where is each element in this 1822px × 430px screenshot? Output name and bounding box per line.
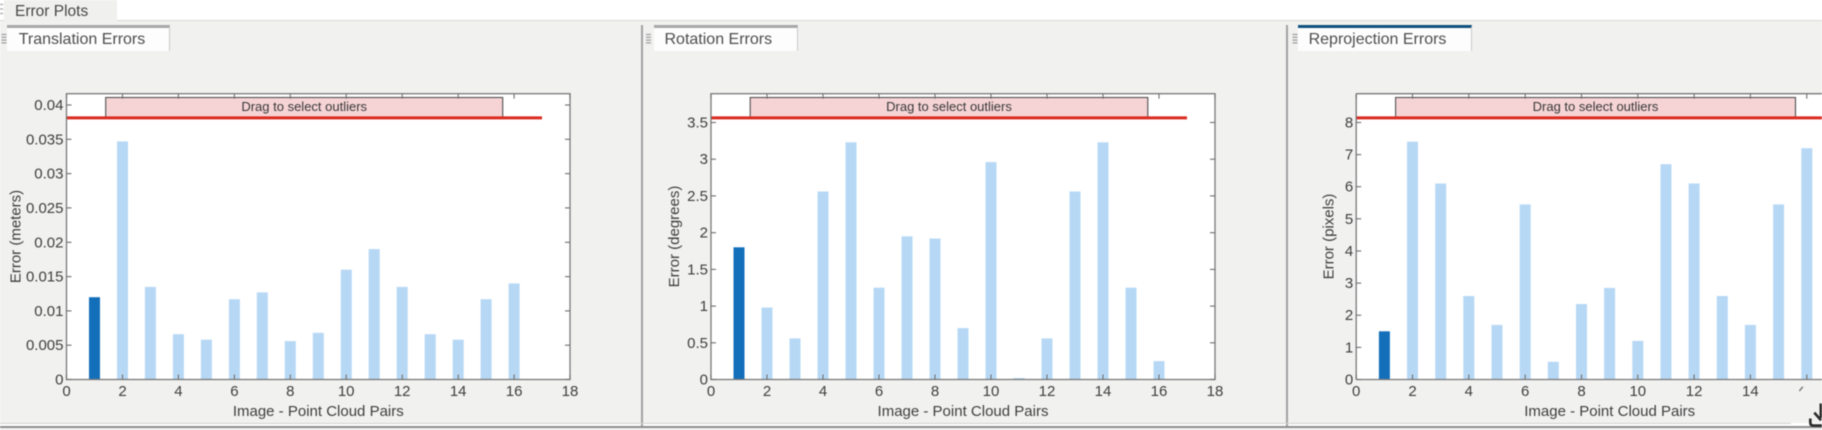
svg-text:Error (degrees): Error (degrees) xyxy=(666,186,683,288)
svg-text:Error (meters): Error (meters) xyxy=(8,190,25,283)
svg-text:3.5: 3.5 xyxy=(687,115,708,132)
svg-text:Error (pixels): Error (pixels) xyxy=(1321,194,1338,280)
svg-text:0.02: 0.02 xyxy=(34,234,63,251)
svg-text:14: 14 xyxy=(1095,383,1112,400)
svg-text:0.035: 0.035 xyxy=(26,131,64,148)
svg-text:5: 5 xyxy=(1345,211,1353,228)
svg-text:4: 4 xyxy=(1465,383,1473,400)
svg-text:Image - Point Cloud Pairs: Image - Point Cloud Pairs xyxy=(1524,403,1695,420)
svg-text:0: 0 xyxy=(700,372,708,389)
svg-text:0.03: 0.03 xyxy=(34,166,63,183)
svg-text:0: 0 xyxy=(62,383,70,400)
svg-text:Image - Point Cloud Pairs: Image - Point Cloud Pairs xyxy=(878,403,1049,420)
svg-text:0.005: 0.005 xyxy=(26,337,64,354)
svg-text:10: 10 xyxy=(338,383,355,400)
svg-text:Drag to select outliers: Drag to select outliers xyxy=(886,99,1012,114)
svg-text:4: 4 xyxy=(1345,243,1353,260)
svg-text:10: 10 xyxy=(983,383,1000,400)
svg-text:12: 12 xyxy=(1686,383,1703,400)
svg-text:0.015: 0.015 xyxy=(26,269,64,286)
svg-text:0: 0 xyxy=(1352,383,1360,400)
svg-text:6: 6 xyxy=(1521,383,1529,400)
svg-text:0: 0 xyxy=(55,372,63,389)
svg-text:1.5: 1.5 xyxy=(687,261,708,278)
svg-text:16: 16 xyxy=(1151,383,1168,400)
svg-text:0: 0 xyxy=(1345,372,1353,389)
svg-text:6: 6 xyxy=(230,383,238,400)
svg-text:8: 8 xyxy=(1345,115,1353,132)
svg-text:3: 3 xyxy=(1345,275,1353,292)
svg-text:0.01: 0.01 xyxy=(34,303,63,320)
svg-text:1: 1 xyxy=(1345,339,1353,356)
svg-text:14: 14 xyxy=(450,383,467,400)
svg-text:3: 3 xyxy=(700,151,708,168)
svg-text:12: 12 xyxy=(1039,383,1056,400)
svg-text:18: 18 xyxy=(562,383,579,400)
svg-text:Drag to select outliers: Drag to select outliers xyxy=(1533,99,1659,114)
svg-text:0.5: 0.5 xyxy=(687,335,708,352)
svg-text:16: 16 xyxy=(506,383,523,400)
svg-text:2: 2 xyxy=(1345,307,1353,324)
svg-text:8: 8 xyxy=(1577,383,1585,400)
svg-text:Drag to select outliers: Drag to select outliers xyxy=(241,99,367,114)
svg-text:6: 6 xyxy=(1345,179,1353,196)
svg-text:0: 0 xyxy=(707,383,715,400)
svg-text:8: 8 xyxy=(286,383,294,400)
svg-text:18: 18 xyxy=(1207,383,1224,400)
svg-text:14: 14 xyxy=(1742,383,1759,400)
svg-text:4: 4 xyxy=(174,383,182,400)
svg-text:2: 2 xyxy=(700,225,708,242)
svg-text:2: 2 xyxy=(763,383,771,400)
svg-text:2: 2 xyxy=(118,383,126,400)
svg-text:7: 7 xyxy=(1345,147,1353,164)
svg-text:8: 8 xyxy=(931,383,939,400)
svg-text:12: 12 xyxy=(394,383,411,400)
svg-text:0.04: 0.04 xyxy=(34,97,63,114)
svg-text:10: 10 xyxy=(1629,383,1646,400)
svg-text:6: 6 xyxy=(875,383,883,400)
svg-text:2: 2 xyxy=(1408,383,1416,400)
svg-text:4: 4 xyxy=(819,383,827,400)
svg-text:2.5: 2.5 xyxy=(687,188,708,205)
svg-text:0.025: 0.025 xyxy=(26,200,64,217)
svg-text:1: 1 xyxy=(700,298,708,315)
svg-text:Image - Point Cloud Pairs: Image - Point Cloud Pairs xyxy=(233,403,404,420)
